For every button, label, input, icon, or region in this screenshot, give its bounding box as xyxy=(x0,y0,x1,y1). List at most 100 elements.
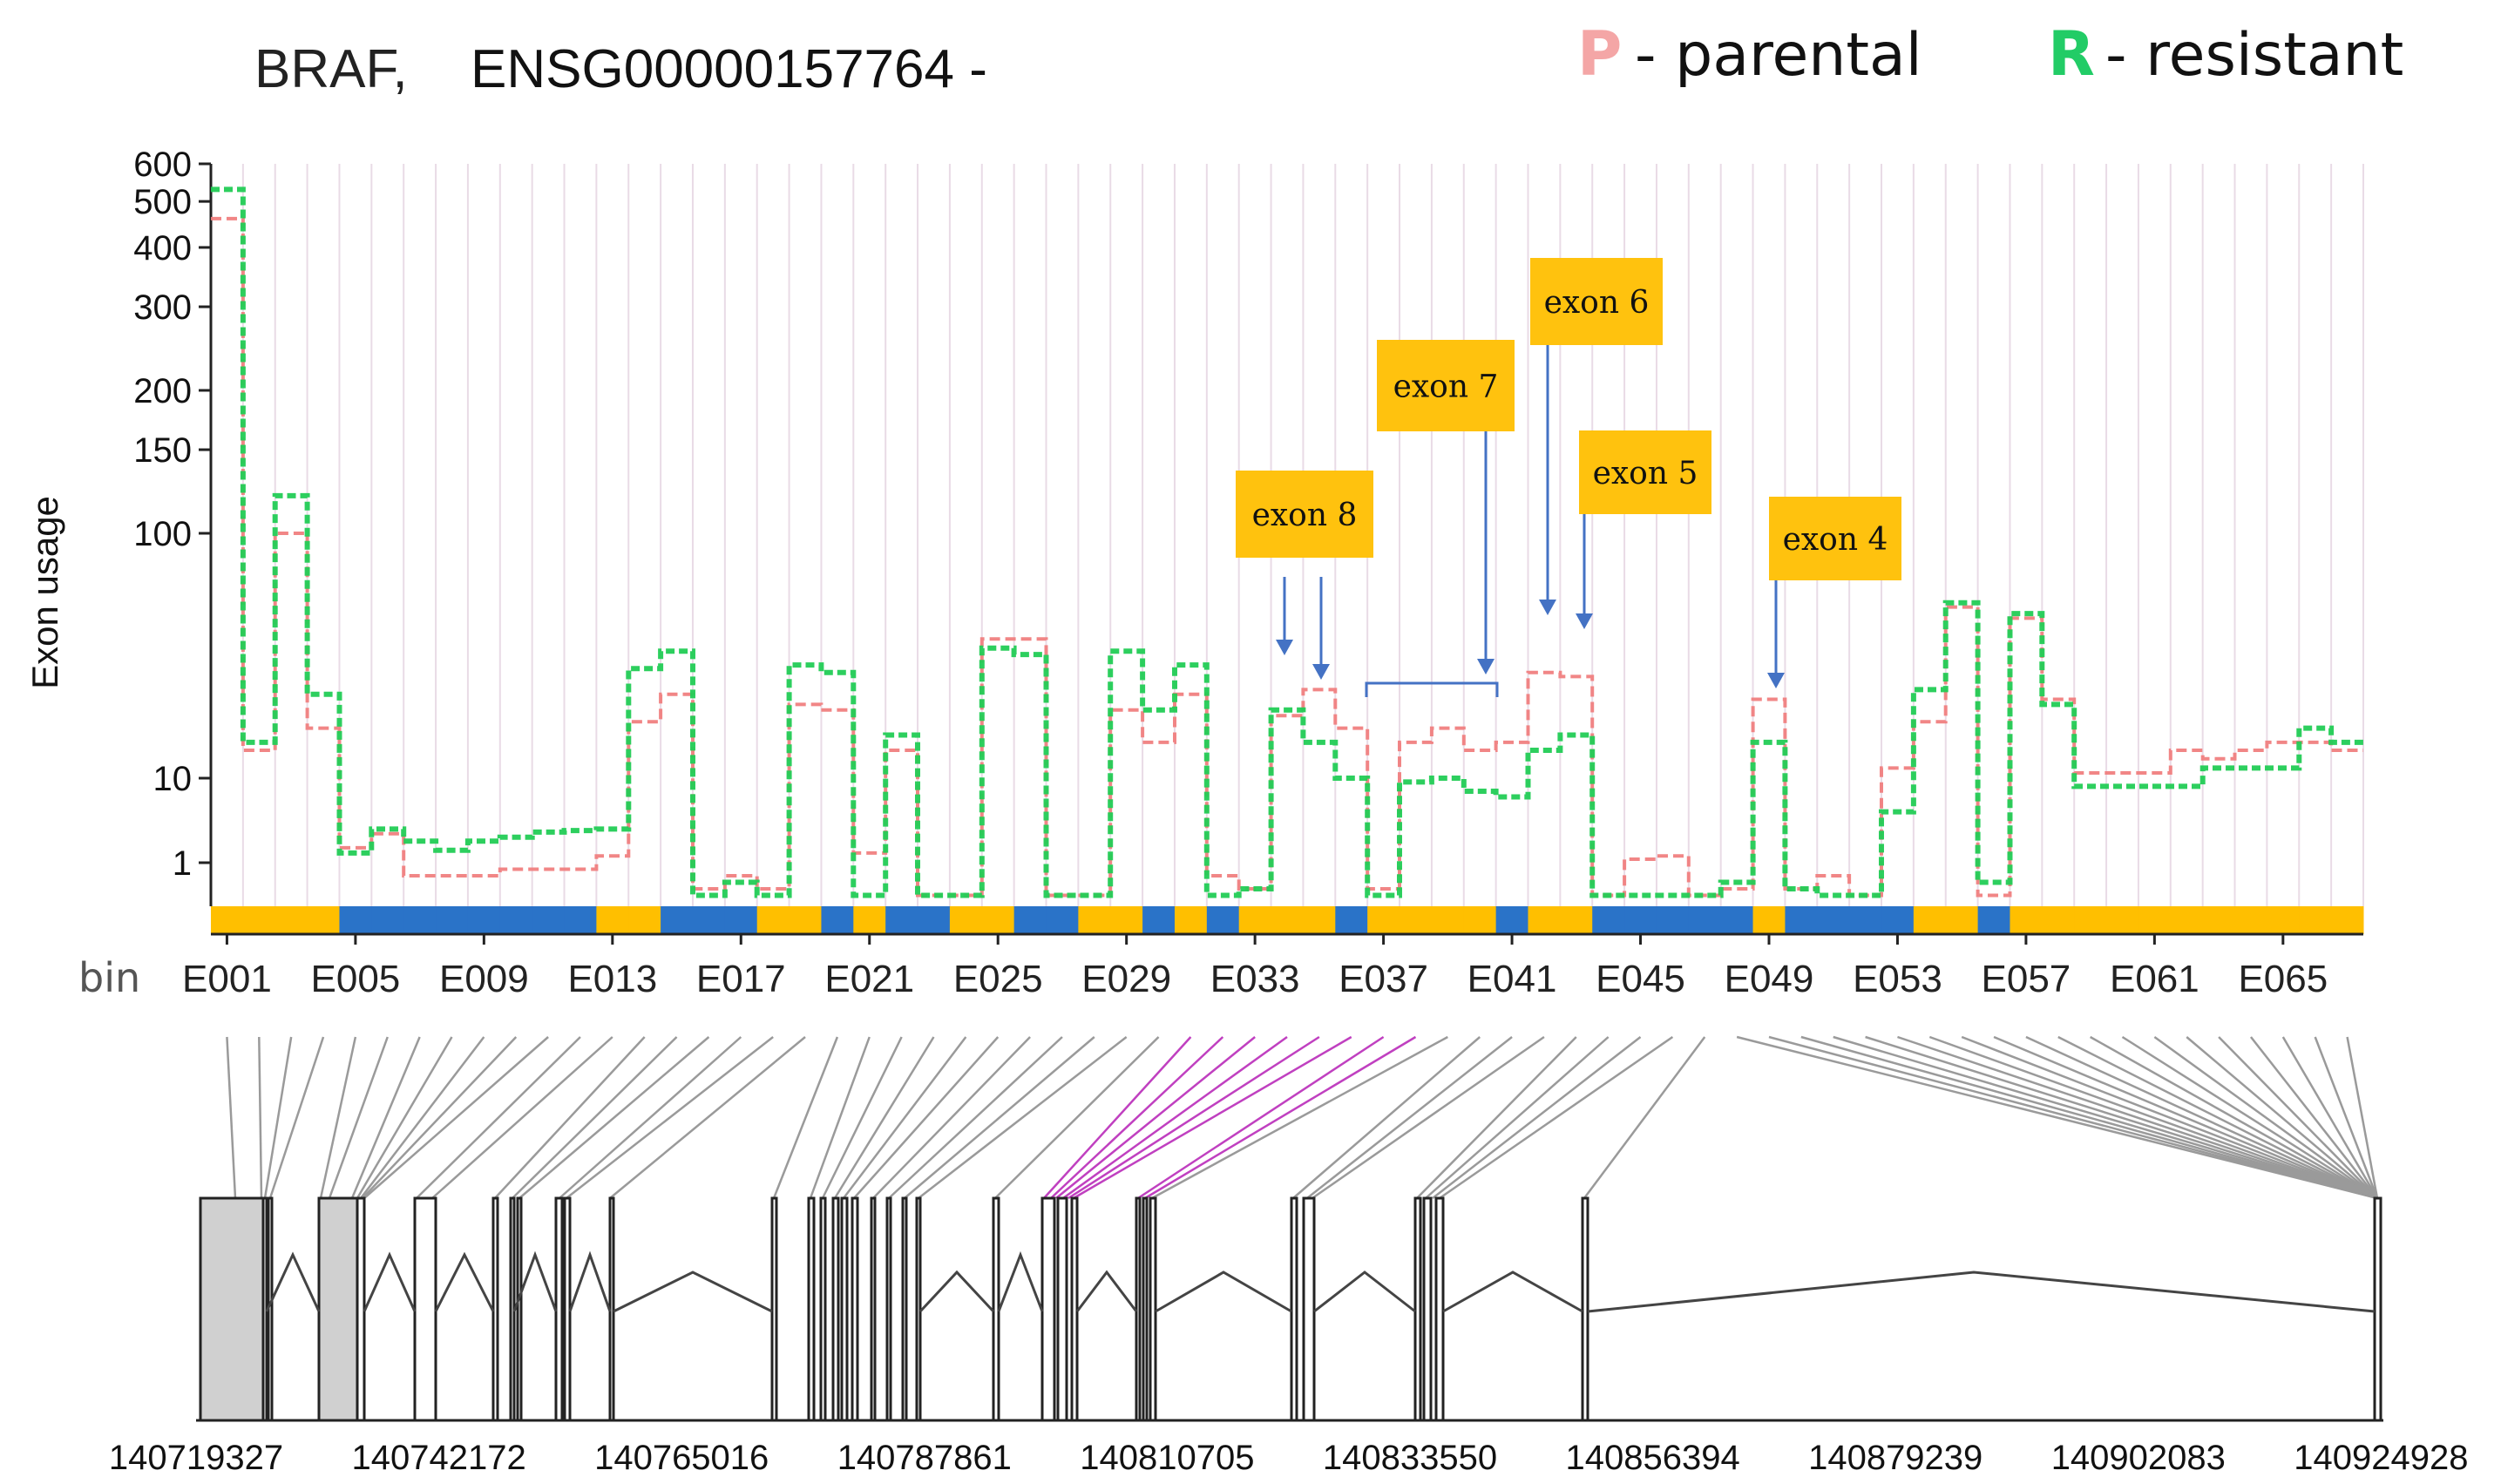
bin-segment xyxy=(756,906,790,934)
annotation-label: exon 5 xyxy=(1593,456,1698,491)
bin-connector xyxy=(2249,1036,2378,1199)
bin-segment xyxy=(1238,906,1272,934)
utr-block xyxy=(199,1196,265,1422)
bin-connector xyxy=(1800,1035,2378,1200)
bin-segment xyxy=(1495,906,1528,934)
exon-block xyxy=(1434,1196,1445,1422)
exon-block xyxy=(885,1196,892,1422)
bin-connector xyxy=(416,1036,581,1199)
intron-line xyxy=(434,1251,495,1312)
bin-segment xyxy=(1881,906,1915,934)
exon-block xyxy=(1142,1196,1149,1422)
bin-connector xyxy=(853,1036,1000,1199)
y-tick-label: 150 xyxy=(133,431,192,470)
bin-segment xyxy=(1656,906,1690,934)
bin-connector xyxy=(1432,1036,1642,1199)
bin-connector xyxy=(2025,1035,2378,1200)
exon-block xyxy=(491,1196,499,1422)
bin-connector xyxy=(494,1036,646,1199)
bin-segment xyxy=(274,906,308,934)
annotation-box xyxy=(1236,471,1373,558)
legend: P - parental R - resistant xyxy=(1577,18,2403,90)
bin-connector xyxy=(2121,1035,2378,1200)
bin-tick-label: E045 xyxy=(1596,958,1685,1000)
intron-line xyxy=(363,1251,417,1312)
genomic-coordinate-label: 140719327 xyxy=(109,1439,283,1477)
bin-connector xyxy=(1312,1035,1545,1200)
bin-segment xyxy=(2170,906,2204,934)
bin-connector xyxy=(1137,1035,1385,1200)
bin-segment xyxy=(2267,906,2300,934)
intron-line xyxy=(1155,1271,1292,1313)
bin-tick-label: E017 xyxy=(696,958,786,1000)
series-line-resistant xyxy=(211,186,2363,898)
exon-block xyxy=(1056,1196,1068,1422)
bin-connector xyxy=(2314,1036,2379,1199)
bin-tick-labels: bin E001 E005 E009 E013 E017 E021 E025 E029 E033… xyxy=(78,934,2328,1001)
bin-segment xyxy=(724,906,758,934)
series-line-parental xyxy=(211,216,2363,898)
bin-segment xyxy=(1849,906,1882,934)
bin-segment xyxy=(1528,906,1561,934)
y-tick-label: 100 xyxy=(133,515,192,553)
bin-segment xyxy=(1303,906,1336,934)
genomic-coordinate-axis: 140719327 140742172 140765016 140787861 1408… xyxy=(109,1439,2469,1477)
bin-segment xyxy=(628,906,661,934)
bin-segment xyxy=(2331,906,2364,934)
bin-segment xyxy=(499,906,533,934)
intron-line xyxy=(1075,1270,1138,1312)
bin-connector xyxy=(772,1036,839,1199)
bin-connector xyxy=(2057,1035,2378,1200)
bin-segment xyxy=(1688,906,1722,934)
bin-segment xyxy=(1078,906,1111,934)
bin-connector xyxy=(2186,1036,2378,1199)
bin-axis-word: bin xyxy=(78,954,140,1001)
bin-segment xyxy=(2074,906,2107,934)
genomic-coordinate-label: 140742172 xyxy=(351,1439,525,1477)
bin-segment xyxy=(371,906,404,934)
bin-connector xyxy=(1865,1035,2378,1200)
exon-annotations: exon 8 exon 7 exon 6 exon 5 exon 4 xyxy=(1236,258,1901,697)
bin-segment xyxy=(2138,906,2172,934)
y-tick-label: 300 xyxy=(133,288,192,327)
bin-color-bar xyxy=(211,906,2364,936)
bin-segment xyxy=(596,906,629,934)
exon-block xyxy=(1413,1196,1422,1422)
exon-7-bracket xyxy=(1365,681,1499,697)
bin-connector xyxy=(1439,1035,1674,1200)
bin-segment xyxy=(1913,906,1947,934)
y-tick-label: 200 xyxy=(133,372,192,410)
bin-segment xyxy=(1400,906,1433,934)
legend-label-resistant: - resistant xyxy=(2105,21,2403,90)
bin-connector xyxy=(328,1036,389,1199)
bin-segment xyxy=(1785,906,1818,934)
arrowhead xyxy=(1276,640,1293,655)
bin-connector xyxy=(431,1036,613,1199)
genomic-coordinate-label: 140924928 xyxy=(2294,1439,2468,1477)
exon-block xyxy=(516,1196,523,1422)
bin-connector xyxy=(1768,1035,2378,1200)
exon-block xyxy=(915,1196,922,1422)
bin-connector xyxy=(1144,1035,1417,1200)
intron-line xyxy=(997,1250,1044,1312)
bin-segment xyxy=(1752,906,1786,934)
arrowhead xyxy=(1312,664,1330,680)
intron-line xyxy=(1587,1271,2376,1313)
bin-connector xyxy=(263,1036,293,1199)
bin-segment xyxy=(467,906,501,934)
bin-to-gene-connectors xyxy=(226,1035,2379,1200)
bin-connector xyxy=(566,1036,774,1199)
bin-connector xyxy=(904,1036,1095,1199)
bin-connector xyxy=(1068,1035,1320,1200)
bin-segment xyxy=(1431,906,1465,934)
exon-block xyxy=(1302,1196,1316,1422)
bin-tick-label: E049 xyxy=(1725,958,1814,1000)
legend-letter-resistant: R xyxy=(2048,18,2095,90)
bin-connector xyxy=(821,1036,903,1199)
y-tick-label: 400 xyxy=(133,229,192,268)
bin-connector xyxy=(1043,1036,1192,1199)
exon-block xyxy=(851,1196,859,1422)
bin-tick-label: E033 xyxy=(1210,958,1300,1000)
bin-segment xyxy=(1013,906,1047,934)
